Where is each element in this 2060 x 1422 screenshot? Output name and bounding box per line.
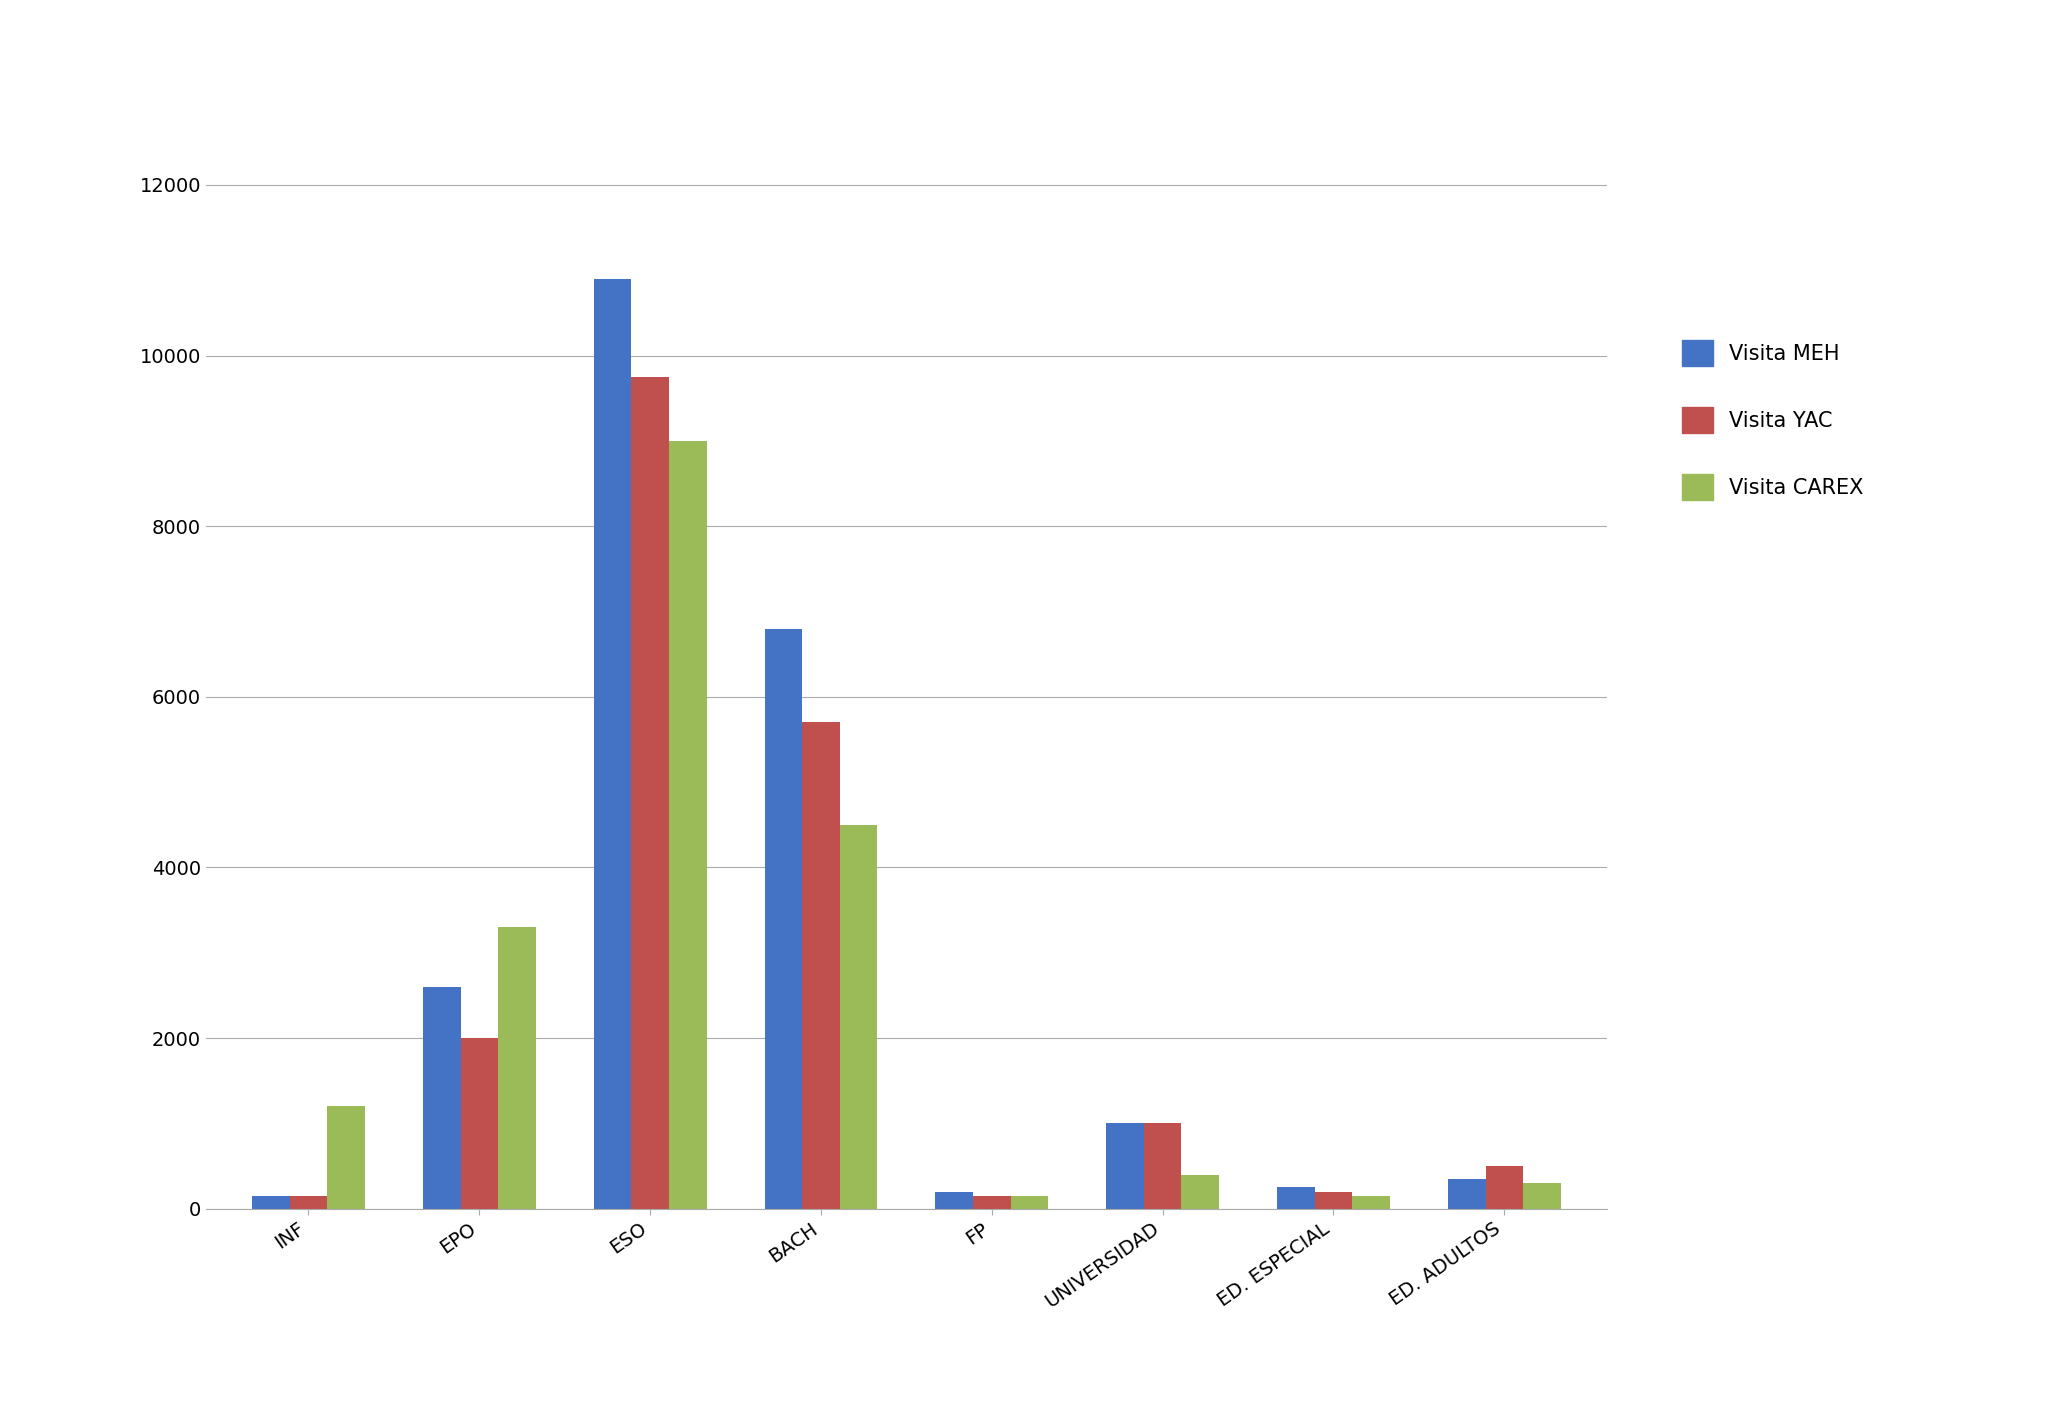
Bar [1011, 1196, 1049, 1209]
Bar [801, 722, 840, 1209]
Bar [251, 1196, 290, 1209]
Bar [630, 377, 670, 1209]
Bar [972, 1196, 1011, 1209]
Bar [840, 825, 878, 1209]
Bar [1277, 1187, 1314, 1209]
Bar [499, 927, 536, 1209]
Bar [328, 1106, 365, 1209]
Bar [1522, 1183, 1561, 1209]
Bar [1314, 1192, 1351, 1209]
Legend: Visita MEH, Visita YAC, Visita CAREX: Visita MEH, Visita YAC, Visita CAREX [1673, 331, 1873, 508]
Bar [461, 1038, 499, 1209]
Bar [1448, 1179, 1485, 1209]
Bar [593, 279, 630, 1209]
Bar [935, 1192, 972, 1209]
Bar [670, 441, 707, 1209]
Bar [1351, 1196, 1391, 1209]
Bar [422, 987, 461, 1209]
Bar [1182, 1175, 1220, 1209]
Bar [1106, 1123, 1143, 1209]
Bar [290, 1196, 328, 1209]
Bar [1143, 1123, 1182, 1209]
Bar [1485, 1166, 1522, 1209]
Bar [764, 629, 801, 1209]
